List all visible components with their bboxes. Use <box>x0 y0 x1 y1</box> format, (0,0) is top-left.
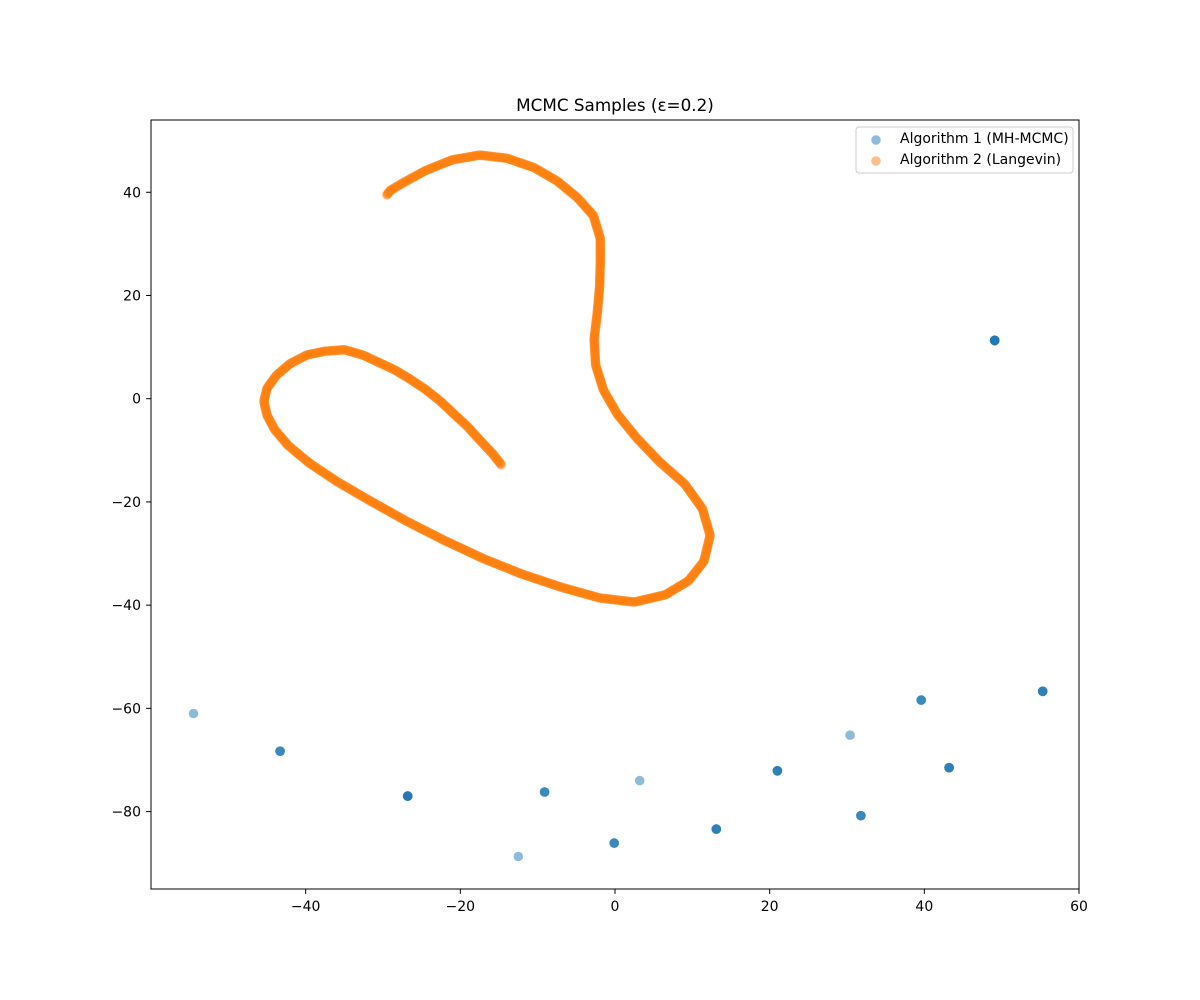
mh-mcmc-sample-point <box>944 762 954 773</box>
series-langevin <box>259 150 715 607</box>
mh-mcmc-sample-point <box>513 851 524 862</box>
plot-area <box>150 119 1080 890</box>
y-tick-label: 20 <box>123 288 141 304</box>
y-tick-label: 0 <box>132 392 141 408</box>
y-tick-label: −60 <box>111 701 141 717</box>
x-tick-label: −40 <box>291 899 321 915</box>
x-axis: −40 −20 0 20 40 60 <box>291 889 1088 915</box>
mh-mcmc-sample-point <box>539 787 550 797</box>
y-tick-label: −80 <box>111 805 141 821</box>
y-tick-label: −40 <box>111 598 141 614</box>
mh-mcmc-sample-point <box>609 838 619 848</box>
mh-mcmc-sample-point <box>634 775 645 786</box>
legend-box <box>855 126 1074 174</box>
y-axis: −80 −60 −40 −20 0 20 40 <box>111 185 151 821</box>
mh-mcmc-sample-point <box>1037 686 1048 697</box>
mh-mcmc-sample-point <box>188 708 199 719</box>
mh-mcmc-sample-point <box>916 695 926 705</box>
langevin-sample-point <box>382 190 392 200</box>
x-tick-label: 0 <box>611 899 620 915</box>
legend: Algorithm 1 (MH-MCMC) Algorithm 2 (Lange… <box>855 126 1074 174</box>
mh-mcmc-sample-point <box>856 810 866 821</box>
legend-marker-langevin <box>871 156 881 166</box>
y-tick-label: 40 <box>123 185 141 201</box>
x-tick-label: 20 <box>761 899 779 915</box>
legend-label-mh-mcmc: Algorithm 1 (MH-MCMC) <box>900 131 1069 147</box>
y-tick-label: −20 <box>111 495 141 511</box>
x-tick-label: 60 <box>1070 899 1088 915</box>
legend-label-langevin: Algorithm 2 (Langevin) <box>900 152 1061 168</box>
mh-mcmc-sample-point <box>989 335 1000 346</box>
mh-mcmc-sample-point <box>711 824 722 834</box>
legend-marker-mh-mcmc <box>871 135 881 145</box>
series-mh-mcmc <box>188 335 1048 862</box>
mh-mcmc-sample-point <box>275 746 285 756</box>
mh-mcmc-sample-point <box>772 766 783 776</box>
chart-title: MCMC Samples (ε=0.2) <box>516 95 714 115</box>
mh-mcmc-sample-point <box>402 791 413 801</box>
x-tick-label: 40 <box>915 899 933 915</box>
mh-mcmc-sample-point <box>845 730 855 740</box>
x-tick-label: −20 <box>446 899 476 915</box>
